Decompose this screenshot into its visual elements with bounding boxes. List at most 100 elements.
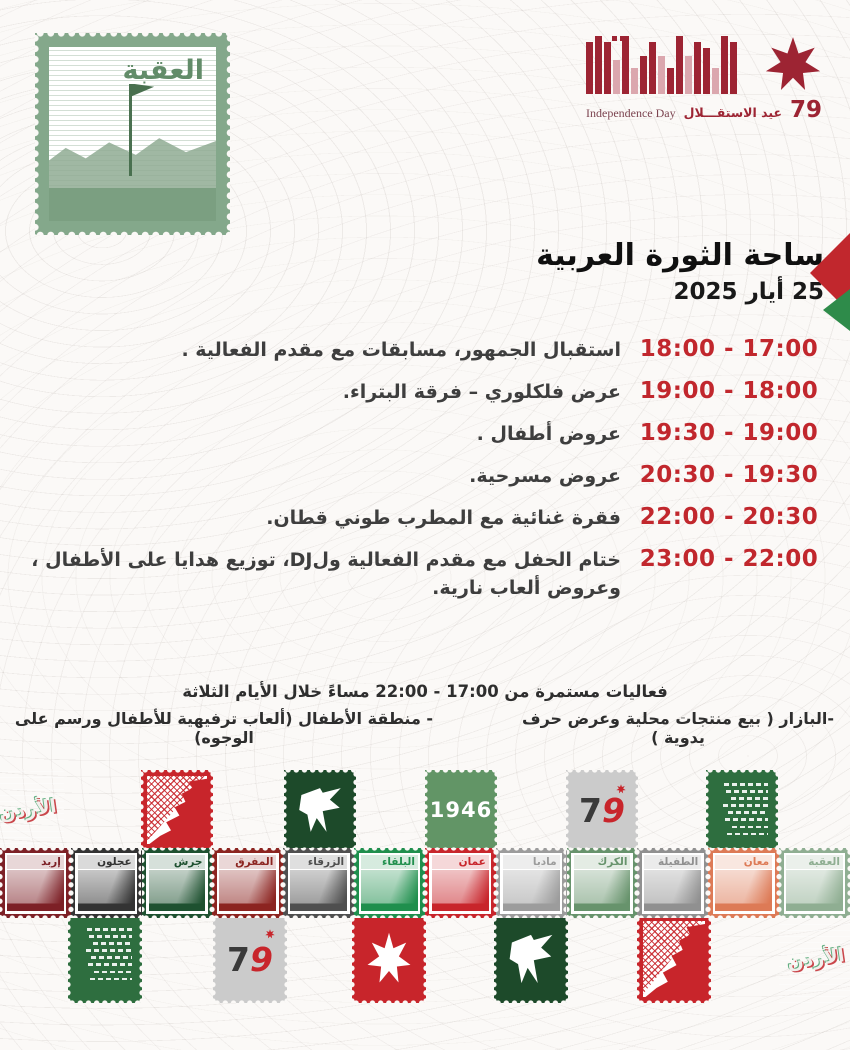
schedule-description: عروض مسرحية. <box>469 465 621 487</box>
city-stamp-photo <box>644 870 702 911</box>
city-stamp: عجلون <box>70 848 142 918</box>
city-stamp-photo <box>290 870 348 911</box>
city-stamp-inner: عجلون <box>75 852 138 914</box>
schedule-row: 23:00 - 22:00 ختام الحفل مع مقدم الفعالي… <box>25 544 825 602</box>
schedule-row: 20:30 - 19:30 عروض مسرحية. <box>25 460 825 491</box>
city-stamp-photo <box>573 870 631 911</box>
city-stamp-name: عمان <box>431 855 489 869</box>
city-stamp: جرش <box>141 848 213 918</box>
jordan-map-icon <box>299 788 341 832</box>
schedule-description: ختام الحفل مع مقدم الفعالية ولDJ، توزيع … <box>31 549 621 599</box>
schedule-description: فقرة غنائية مع المطرب طوني قطان. <box>266 507 621 529</box>
city-stamp: عمان <box>424 848 496 918</box>
logo-english-label: Independence Day <box>586 106 676 120</box>
city-stamp-photo <box>715 870 773 911</box>
schedule-row: 18:00 - 17:00 استقبال الجمهور، مسابقات م… <box>25 334 825 365</box>
jordan-word: الأردن <box>0 795 59 825</box>
anthem-text-stamp <box>706 770 778 850</box>
city-stamp-inner: العقبة <box>783 852 846 914</box>
star-stamp <box>352 915 426 1003</box>
schedule-time-range: 20:30 - 19:30 <box>639 462 819 488</box>
logo-bars <box>586 36 756 94</box>
city-stamp-photo <box>361 870 418 911</box>
note-bazaar: -البازار ( بيع منتجات محلية وعرض حرف يدو… <box>521 709 834 747</box>
schedule-row: 19:00 - 18:00 عرض فلكلوري – فرقة البتراء… <box>25 376 825 407</box>
city-stamp-inner: معان <box>712 852 775 914</box>
anthem-text-stamp <box>68 915 142 1003</box>
stamps-row-bottom: 79 الأردن <box>0 915 850 1003</box>
city-stamp-photo <box>431 870 489 911</box>
note-kids-zone: - منطقة الأطفال (ألعاب ترفيهية للأطفال و… <box>14 709 434 747</box>
keffiyeh-pattern <box>147 776 207 844</box>
city-stamp: الكرك <box>566 848 638 918</box>
keffiyeh-stamp <box>637 915 711 1003</box>
schedule-time-range: 19:30 - 19:00 <box>639 420 819 446</box>
city-stamp-photo <box>148 870 206 911</box>
schedule-row: 22:00 - 20:30 فقرة غنائية مع المطرب طوني… <box>25 502 825 533</box>
city-stamp: الطفيلة <box>637 848 709 918</box>
city-stamp-name: مادبا <box>502 855 560 869</box>
seventy-nine-stamp: 79 <box>213 915 287 1003</box>
seventy-nine-number: 79 <box>227 939 273 979</box>
small-star-icon <box>616 784 626 794</box>
flagpole-illustration <box>129 83 132 176</box>
city-stamp-name: عجلون <box>77 855 135 869</box>
city-stamp-name: معان <box>715 855 773 869</box>
note-continuous-activities: فعاليات مستمرة من 17:00 - 22:00 مساءً خل… <box>182 682 668 701</box>
city-stamp-name: العقبة <box>786 855 843 869</box>
aqaba-featured-stamp: العقبة <box>35 33 230 235</box>
city-stamp-inner: جرش <box>146 852 208 914</box>
jordan-text-stamp: الأردن <box>0 770 64 850</box>
jordan-map-stamp <box>494 915 568 1003</box>
schedule-description: عروض أطفال . <box>476 423 621 445</box>
logo-captions: Independence Day عيد الاستقـــلال 79 <box>586 99 822 122</box>
jordan-word: الأردن <box>785 944 847 974</box>
seven-point-star-icon <box>367 932 411 983</box>
logo-bar-dots <box>612 36 624 41</box>
city-stamp-name: الزرقاء <box>290 855 348 869</box>
city-stamp-inner: إربد <box>4 852 67 914</box>
seventy-nine-number: 79 <box>579 790 625 830</box>
schedule-list: 18:00 - 17:00 استقبال الجمهور، مسابقات م… <box>25 334 825 613</box>
city-stamp-photo <box>502 870 560 911</box>
city-stamp-name: المفرق <box>219 855 277 869</box>
city-stamp-name: البلقاء <box>361 855 418 869</box>
city-stamp-name: جرش <box>148 855 206 869</box>
seventy-nine-stamp: 79 <box>566 770 638 850</box>
city-stamp-photo <box>786 870 843 911</box>
jordan-map-stamp <box>284 770 356 850</box>
schedule-row: 19:30 - 19:00 عروض أطفال . <box>25 418 825 449</box>
jordan-map-icon <box>509 934 553 984</box>
city-stamp: مادبا <box>495 848 567 918</box>
city-stamp-inner: المفرق <box>216 852 279 914</box>
city-stamp-inner: الزرقاء <box>287 852 350 914</box>
city-stamp: العقبة <box>779 848 850 918</box>
independence-day-logo: Independence Day عيد الاستقـــلال 79 <box>586 34 822 122</box>
aqaba-stamp-artwork: العقبة <box>49 47 216 221</box>
stamps-section: الأردن 1946 79 إربد <box>0 768 850 1050</box>
city-stamp-photo <box>7 870 64 911</box>
schedule-description: عرض فلكلوري – فرقة البتراء. <box>342 381 621 403</box>
city-stamp: البلقاء <box>354 848 425 918</box>
logo-number: 79 <box>789 97 822 123</box>
event-date: 25 أيار 2025 <box>673 279 824 305</box>
flag-marker-green-icon <box>823 289 850 331</box>
seven-point-star-icon <box>765 37 821 91</box>
city-stamp: إربد <box>0 848 71 918</box>
stamps-row-cities: إربد عجلون جرش <box>0 848 850 918</box>
note-zones: -البازار ( بيع منتجات محلية وعرض حرف يدو… <box>0 709 850 747</box>
city-stamp-inner: البلقاء <box>358 852 421 914</box>
stamps-row-top: الأردن 1946 79 <box>0 770 850 850</box>
city-stamp: المفرق <box>212 848 284 918</box>
small-star-icon <box>265 929 275 939</box>
city-stamp-inner: الطفيلة <box>641 852 704 914</box>
jordan-text-stamp: الأردن <box>779 915 850 1003</box>
year-label: 1946 <box>429 798 493 822</box>
city-stamp: معان <box>708 848 780 918</box>
city-stamp-inner: مادبا <box>500 852 563 914</box>
city-stamp-name: الطفيلة <box>644 855 702 869</box>
footer-notes: فعاليات مستمرة من 17:00 - 22:00 مساءً خل… <box>0 682 850 747</box>
city-stamp-photo <box>77 870 135 911</box>
logo-arabic-label: عيد الاستقـــلال <box>683 105 782 120</box>
city-stamp: الزرقاء <box>283 848 355 918</box>
